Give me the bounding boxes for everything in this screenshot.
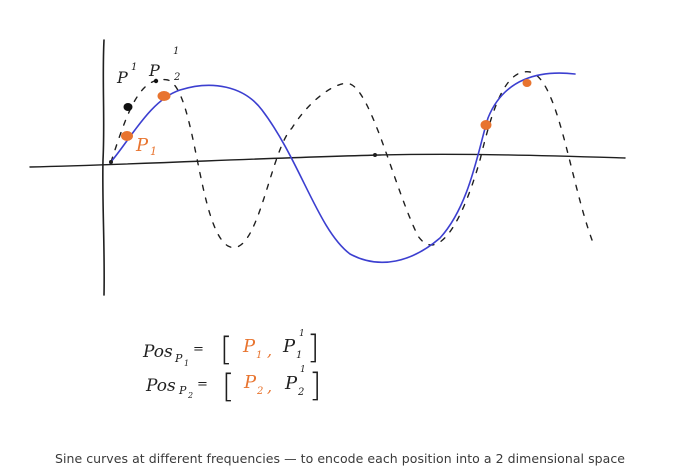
eq2-separator: , [267, 377, 272, 396]
label-p2-prime-sub: 2 [173, 72, 180, 83]
y-axis [101, 39, 106, 296]
origin-dot [109, 160, 113, 164]
eq2-first-sub: 2 [256, 386, 263, 397]
eq2-second-sub: 2 [297, 387, 304, 398]
equation-pos-p2: Pos P 2 = [ P 2 , P 2 1 ] [145, 365, 321, 405]
eq2-first: P [243, 372, 257, 393]
eq1-close-bracket: ] [307, 328, 319, 366]
eq2-lhs-sub: P [178, 384, 187, 397]
sine-curves-diagram: P 1 P 1 P 1 2 Pos P 1 = [ P 1 , P 1 1 ] … [29, 39, 626, 405]
black-point-p2-prime [153, 78, 159, 84]
black-point-p1-prime [123, 103, 133, 111]
eq1-lhs: Pos [142, 342, 173, 362]
label-p1-prime: P [116, 68, 128, 87]
label-p1: P [135, 135, 149, 156]
label-p2-prime-sup: 1 [173, 46, 179, 57]
figure-caption: Sine curves at different frequencies — t… [54, 451, 626, 466]
eq1-second-sup: 1 [299, 329, 305, 339]
eq1-first: P [242, 336, 256, 357]
axis-crossing-dot [373, 153, 377, 157]
label-p1-sub: 1 [150, 145, 157, 158]
low-frequency-blue-curve [109, 72, 576, 264]
eq1-lhs-sub-index: 1 [184, 359, 189, 368]
eq2-lhs: Pos [145, 376, 176, 396]
eq1-separator: , [267, 341, 272, 360]
eq1-first-sub: 1 [256, 350, 262, 361]
eq1-lhs-sub: P [174, 352, 183, 365]
eq2-open-bracket: [ [222, 367, 234, 405]
x-axis [29, 153, 626, 168]
eq2-lhs-sub-index: 2 [187, 391, 193, 400]
eq1-second-sub: 1 [296, 350, 302, 361]
eq1-open-bracket: [ [220, 330, 232, 368]
orange-point-p2 [157, 91, 171, 101]
orange-point-right-2 [522, 79, 532, 87]
label-p1-prime-sup: 1 [131, 62, 137, 73]
orange-point-p1 [121, 131, 133, 141]
equation-pos-p1: Pos P 1 = [ P 1 , P 1 1 ] [142, 328, 319, 368]
eq2-equals: = [197, 377, 208, 392]
label-p2-prime: P [148, 61, 160, 80]
orange-point-right-1 [480, 120, 492, 130]
eq2-second: P [284, 373, 298, 394]
eq2-close-bracket: ] [309, 366, 321, 404]
eq2-second-sup: 1 [300, 365, 306, 375]
high-frequency-dashed-curve [110, 71, 593, 249]
eq1-equals: = [193, 342, 204, 357]
eq1-second: P [282, 336, 296, 357]
